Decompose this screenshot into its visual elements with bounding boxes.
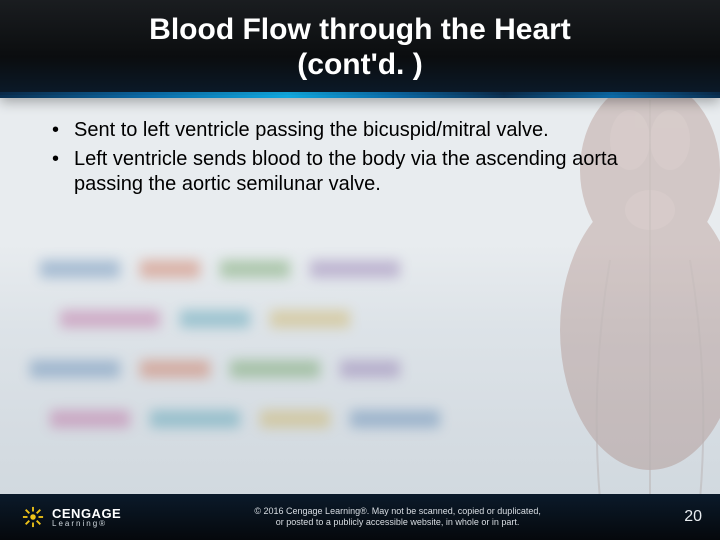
slide: Blood Flow through the Heart (cont'd. ) …: [0, 0, 720, 540]
slide-body: Sent to left ventricle passing the bicus…: [0, 98, 720, 197]
bullet-list: Sent to left ventricle passing the bicus…: [52, 118, 680, 197]
brand-subtitle: Learning®: [52, 520, 121, 528]
brand: CENGAGE Learning®: [22, 506, 121, 528]
title-accent-strip: [0, 92, 720, 98]
title-bar: Blood Flow through the Heart (cont'd. ): [0, 0, 720, 98]
brand-text: CENGAGE Learning®: [52, 507, 121, 528]
brand-name: CENGAGE: [52, 507, 121, 520]
brand-burst-icon: [22, 506, 44, 528]
page-number: 20: [674, 508, 702, 526]
bullet-item: Left ventricle sends blood to the body v…: [52, 147, 680, 197]
copyright-text: © 2016 Cengage Learning®. May not be sca…: [121, 506, 674, 529]
background-color-blocks: [0, 220, 720, 480]
slide-title: Blood Flow through the Heart (cont'd. ): [149, 13, 571, 82]
footer-bar: CENGAGE Learning® © 2016 Cengage Learnin…: [0, 494, 720, 540]
bullet-item: Sent to left ventricle passing the bicus…: [52, 118, 680, 143]
